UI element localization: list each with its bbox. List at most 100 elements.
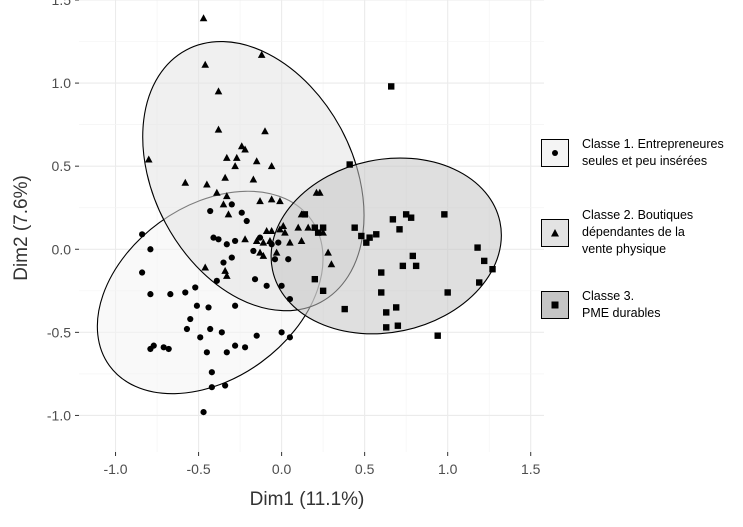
point-classe-1 (278, 329, 285, 336)
legend-label-classe-1: Classe 1. Entrepreneures seules et peu i… (582, 137, 724, 168)
y-tick-label: 0.0 (52, 241, 72, 257)
point-classe-3 (373, 231, 380, 238)
point-classe-3 (399, 262, 407, 270)
point-classe-2 (259, 251, 268, 259)
point-classe-2 (267, 226, 276, 234)
point-classe-3 (358, 232, 365, 240)
point-classe-2 (213, 188, 221, 196)
point-classe-1 (192, 284, 199, 291)
point-classe-1 (165, 345, 172, 353)
point-classe-2 (252, 236, 261, 244)
point-classe-3 (319, 224, 327, 231)
point-classe-1 (150, 342, 157, 349)
point-classe-1 (253, 332, 260, 339)
y-axis-title: Dim2 (7.6%) (11, 175, 32, 281)
x-tick-label: 0.0 (272, 461, 292, 477)
y-tick-label: 1.5 (52, 0, 72, 8)
point-classe-2 (223, 271, 231, 279)
point-classe-2 (201, 60, 210, 68)
point-classe-2 (257, 50, 266, 58)
point-classe-2 (279, 222, 288, 229)
point-classe-2 (221, 173, 229, 181)
point-classe-2 (214, 125, 223, 133)
point-classe-1 (250, 247, 257, 255)
point-classe-2 (224, 210, 233, 218)
point-classe-2 (214, 87, 223, 95)
point-classe-3 (314, 229, 322, 236)
point-classe-1 (286, 334, 294, 341)
point-classe-1 (228, 201, 235, 208)
point-classe-3 (346, 161, 353, 168)
point-classe-2 (223, 153, 231, 161)
point-classe-1 (243, 217, 250, 225)
point-classe-2 (324, 248, 332, 256)
point-classe-1 (222, 382, 229, 389)
cluster-ellipse-3 (270, 157, 502, 335)
point-classe-2 (237, 142, 246, 150)
point-classe-3 (383, 309, 390, 316)
point-classe-2 (267, 162, 276, 170)
legend-triangle-marker (551, 228, 559, 236)
point-classe-1 (193, 302, 201, 309)
x-tick-label: 1.5 (521, 461, 541, 477)
point-classe-1 (197, 334, 204, 341)
x-tick-label: 0.5 (355, 461, 375, 477)
point-classe-1 (187, 315, 194, 323)
point-classe-2 (201, 263, 210, 271)
point-classe-1 (183, 325, 191, 333)
point-classe-1 (263, 282, 270, 289)
point-classe-2 (203, 180, 211, 188)
point-classe-1 (285, 256, 292, 263)
point-classe-3 (392, 304, 400, 311)
point-classe-1 (256, 234, 264, 241)
point-classe-1 (275, 239, 282, 246)
point-classe-2 (294, 223, 303, 231)
point-classe-1 (208, 384, 215, 391)
legend-label-classe-3: Classe 3. PME durables (582, 289, 661, 320)
point-classe-2 (267, 195, 276, 203)
x-axis-ticks: -1.0 -0.5 0.0 0.5 1.0 1.5 (103, 452, 541, 477)
point-classe-1 (167, 291, 174, 298)
point-classe-1 (210, 234, 217, 241)
point-classe-2 (144, 155, 153, 163)
point-classe-1 (200, 409, 207, 416)
y-axis-ticks: -1.0 -0.5 0.0 0.5 1.0 1.5 (47, 0, 79, 423)
point-classe-2 (261, 127, 269, 135)
point-classe-1 (232, 302, 239, 309)
point-classe-1 (203, 349, 210, 356)
point-classe-2 (286, 238, 294, 246)
point-classe-1 (215, 236, 222, 243)
legend-label-classe-2: Classe 2. Boutiques dépendantes de la ve… (582, 208, 694, 256)
point-classe-2 (232, 153, 241, 161)
point-classe-1 (223, 241, 230, 248)
legend-swatch-triangle (541, 218, 569, 247)
point-classe-2 (316, 188, 324, 196)
legend-item-classe-3: Classe 3. PME durables (541, 288, 661, 322)
point-classe-1 (218, 329, 225, 336)
point-classe-1 (182, 289, 189, 296)
point-classe-3 (319, 287, 327, 295)
legend-circle-marker (552, 150, 558, 156)
point-classe-2 (256, 248, 264, 256)
point-classe-3 (378, 289, 385, 296)
point-classe-3 (441, 211, 448, 218)
point-classe-1 (251, 276, 259, 283)
point-classe-2 (327, 260, 336, 268)
point-classe-3 (301, 211, 309, 218)
point-classe-1 (207, 207, 214, 215)
point-classe-3 (378, 269, 385, 276)
point-classe-3 (383, 324, 390, 331)
point-classe-1 (286, 296, 294, 303)
point-classe-2 (241, 235, 249, 243)
point-classe-3 (396, 226, 403, 233)
point-classe-3 (311, 275, 319, 283)
legend-item-classe-2: Classe 2. Boutiques dépendantes de la ve… (541, 207, 693, 258)
point-classe-2 (276, 225, 284, 233)
point-classe-3 (412, 262, 420, 270)
legend-item-classe-1: Classe 1. Entrepreneures seules et peu i… (541, 136, 724, 170)
point-classe-3 (489, 266, 496, 273)
point-classe-3 (481, 257, 488, 265)
x-tick-label: -1.0 (103, 461, 127, 477)
point-classe-2 (262, 226, 271, 234)
